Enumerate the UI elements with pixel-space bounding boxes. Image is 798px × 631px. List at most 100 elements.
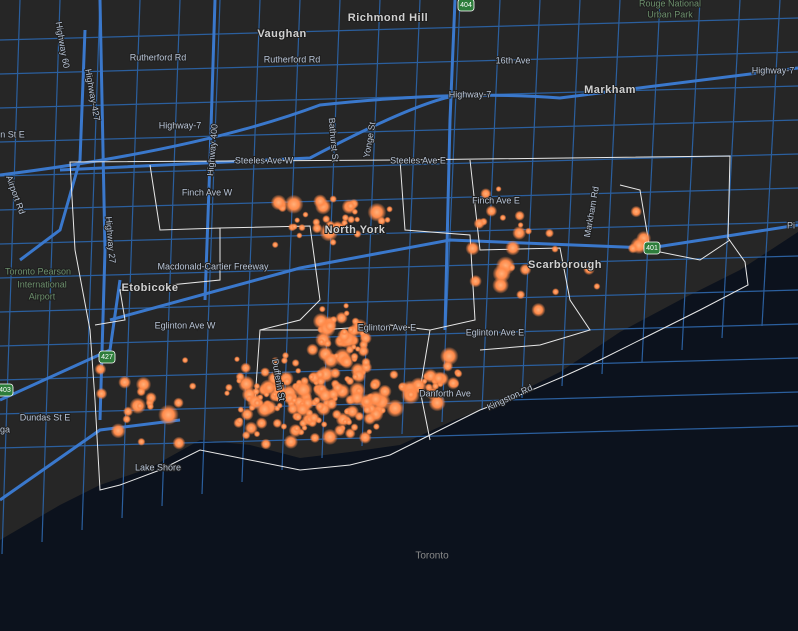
incident-point	[94, 363, 107, 376]
incident-point	[110, 423, 126, 439]
highway	[443, 0, 457, 331]
incident-point	[421, 378, 428, 385]
incident-point	[315, 369, 326, 380]
incident-point	[293, 412, 303, 422]
incident-point	[505, 240, 521, 256]
road	[681, 0, 701, 351]
incident-point	[329, 195, 338, 203]
road	[0, 17, 798, 41]
map-label: Etobicoke	[121, 282, 178, 294]
incident-point	[294, 217, 301, 224]
incident-point	[313, 194, 328, 209]
map-label: Pi	[787, 220, 795, 230]
incident-point	[340, 328, 348, 336]
incident-point	[524, 227, 533, 235]
map-label: Toronto Pearson	[5, 266, 71, 276]
incident-point	[244, 421, 258, 435]
map-label: Highway-7	[159, 120, 202, 130]
incident-point	[309, 432, 321, 444]
map-label: Danforth Ave	[419, 388, 471, 398]
incident-point	[234, 356, 240, 363]
incident-point	[350, 352, 359, 361]
road	[0, 51, 798, 75]
road	[521, 0, 541, 399]
incident-point	[386, 399, 405, 418]
incident-point	[301, 424, 308, 431]
map-label: Airport	[29, 291, 56, 301]
incident-point	[295, 367, 302, 374]
incident-point	[291, 359, 300, 367]
incident-point	[308, 373, 315, 381]
map-label: Steeles Ave W	[235, 155, 294, 165]
map-label: Markham	[584, 84, 636, 96]
highway	[109, 223, 798, 322]
incident-point	[357, 345, 370, 357]
incident-point	[485, 205, 498, 217]
incident-point	[181, 356, 189, 364]
incident-point	[363, 412, 377, 425]
incident-point	[340, 355, 354, 369]
incident-point	[260, 367, 271, 378]
incident-point	[344, 428, 356, 439]
incident-points	[94, 186, 652, 450]
map-label: 16th Ave	[496, 55, 531, 65]
incident-point	[551, 245, 559, 253]
map-label: Dundas St E	[20, 412, 71, 422]
highway	[59, 93, 461, 172]
lake	[0, 232, 798, 631]
incident-point	[398, 382, 406, 391]
highway	[19, 29, 87, 262]
road	[0, 153, 798, 177]
road	[401, 0, 421, 435]
highway	[0, 418, 181, 502]
road	[0, 255, 798, 279]
incident-point	[446, 376, 460, 390]
route-shield	[98, 350, 116, 364]
map-label: Rutherford Rd	[130, 52, 187, 62]
incident-point	[290, 396, 298, 404]
incident-point	[188, 382, 197, 391]
incident-point	[298, 223, 306, 232]
incident-point	[122, 414, 131, 424]
incident-point	[331, 220, 344, 234]
incident-point	[431, 371, 446, 386]
incident-point	[372, 423, 380, 431]
incident-point	[276, 402, 283, 409]
incident-point	[240, 408, 254, 421]
incident-point	[236, 417, 244, 425]
incident-point	[343, 408, 350, 415]
incident-point	[253, 382, 261, 390]
map-label: North York	[325, 224, 386, 236]
incident-point	[263, 381, 276, 394]
map-label: Rutherford Rd	[264, 54, 321, 64]
road	[0, 221, 798, 245]
incident-point	[158, 404, 179, 426]
highway	[203, 0, 217, 301]
map-label: Lake Shore	[135, 462, 181, 472]
incident-point	[317, 338, 326, 346]
incident-point	[318, 305, 326, 313]
incident-point	[118, 375, 132, 389]
incident-point	[495, 186, 502, 192]
incident-point	[257, 394, 264, 401]
incident-point	[384, 216, 391, 224]
incident-point	[439, 346, 459, 366]
incident-point	[225, 383, 233, 392]
incident-point	[255, 417, 268, 430]
incident-point	[551, 288, 560, 296]
incident-point	[406, 389, 416, 400]
incident-point	[302, 211, 309, 218]
map-label: Eglinton Ave E	[358, 322, 416, 332]
incident-point	[293, 425, 301, 432]
incident-point	[352, 373, 359, 381]
road	[721, 0, 741, 339]
road	[241, 0, 261, 483]
incident-point	[424, 383, 433, 392]
incident-point	[271, 241, 279, 249]
road	[0, 357, 798, 381]
incident-point	[469, 274, 482, 288]
incident-point	[136, 387, 146, 397]
map-label: Highway-7	[449, 89, 492, 99]
incident-point	[545, 228, 554, 238]
incident-point	[514, 210, 525, 221]
